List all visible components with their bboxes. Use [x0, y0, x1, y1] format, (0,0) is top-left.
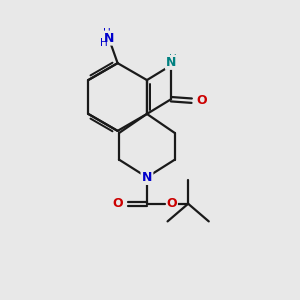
Text: O: O — [113, 197, 123, 210]
Text: N: N — [166, 56, 176, 69]
Text: H: H — [103, 28, 111, 38]
Text: H: H — [169, 54, 176, 64]
Text: H: H — [100, 38, 107, 48]
Text: N: N — [103, 32, 114, 45]
Text: O: O — [196, 94, 207, 107]
Text: N: N — [142, 171, 152, 184]
Text: O: O — [167, 196, 177, 210]
